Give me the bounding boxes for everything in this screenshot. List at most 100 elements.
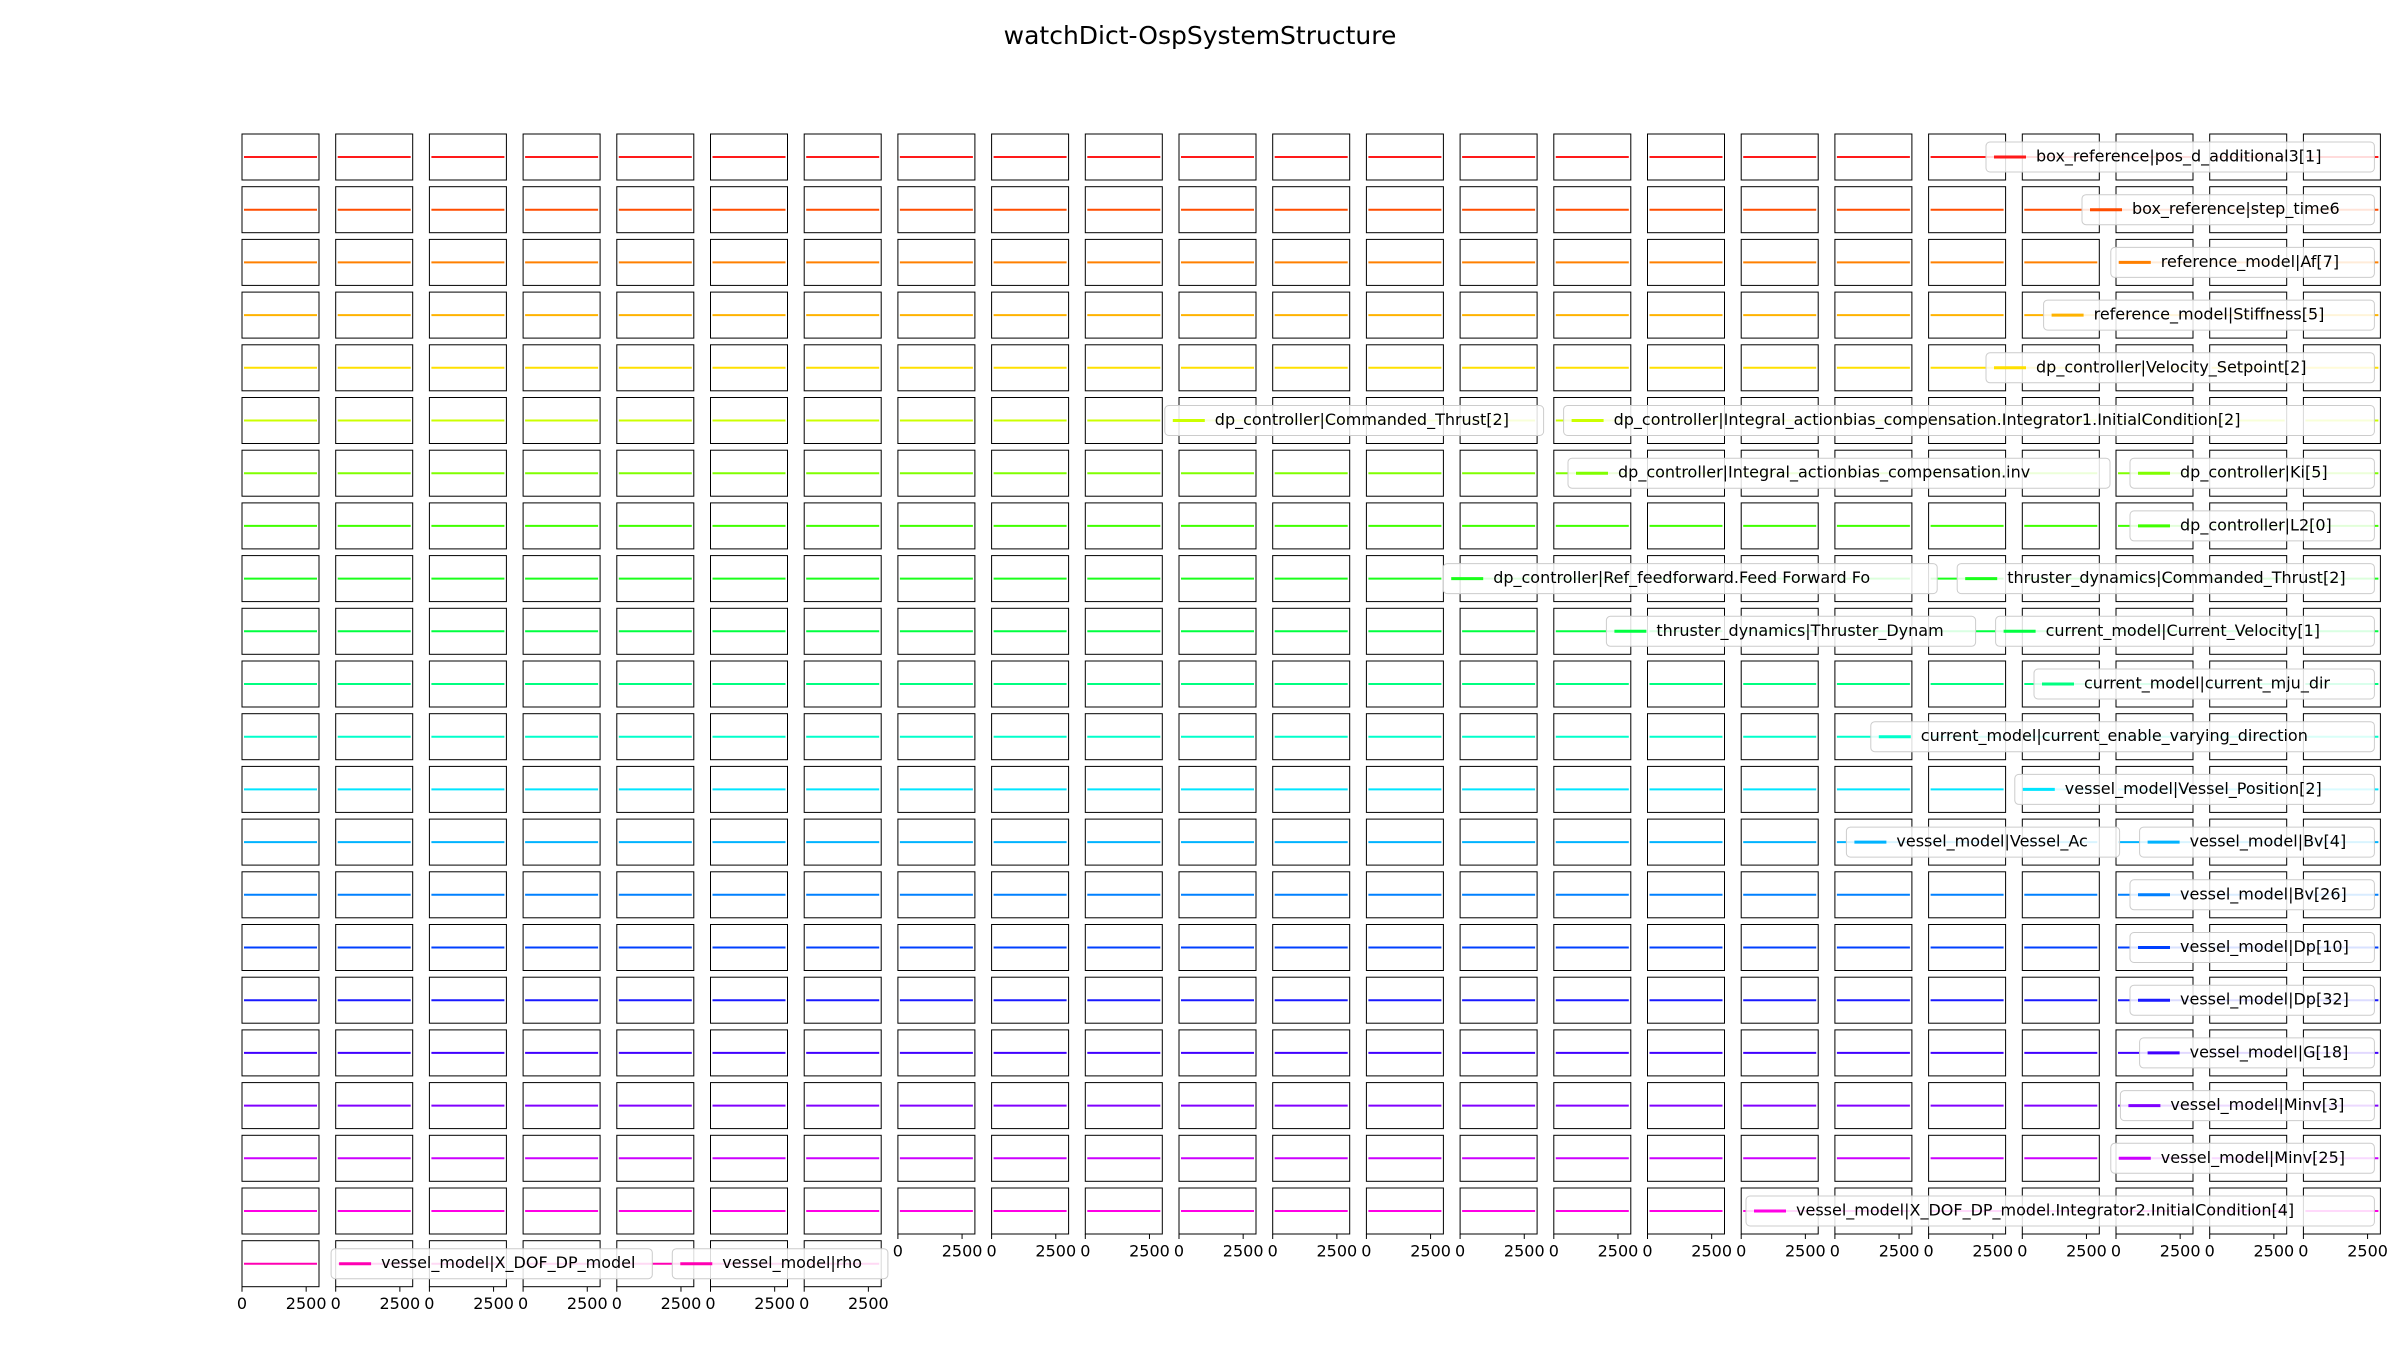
subplot-frame <box>897 555 976 603</box>
subplot-frame <box>616 976 695 1024</box>
legend: vessel_model|Dp[10] <box>2129 932 2375 963</box>
subplot-frame <box>2021 1134 2100 1182</box>
subplot-frame <box>803 713 882 761</box>
subplot-frame <box>616 924 695 971</box>
subplot-frame <box>335 502 414 550</box>
subplot-frame <box>803 924 882 971</box>
subplot-frame <box>991 976 1070 1024</box>
legend-label: dp_controller|L2[0] <box>2180 515 2332 535</box>
subplot-frame <box>1553 133 1632 181</box>
subplot-frame <box>1365 1134 1444 1182</box>
subplot-frame <box>897 186 976 234</box>
legend: box_reference|step_time6 <box>2081 194 2375 226</box>
legend-box <box>1563 405 2375 436</box>
legend-box <box>2119 1090 2375 1122</box>
subplot-frame <box>1740 713 1819 761</box>
subplot-frame <box>335 344 414 392</box>
subplot-frame <box>1365 133 1444 181</box>
subplot-frame <box>991 765 1070 813</box>
subplot-frame <box>428 555 507 603</box>
subplot-frame <box>428 449 507 497</box>
subplot-frame <box>1647 713 1725 761</box>
subplot-frame <box>616 1082 695 1130</box>
subplot-frame <box>241 502 320 550</box>
subplot-frame <box>616 291 695 339</box>
subplot-frame <box>241 1187 320 1235</box>
subplot-frame <box>522 186 601 234</box>
subplot-frame <box>1647 344 1725 392</box>
subplot-frame <box>428 1187 507 1235</box>
subplot-frame <box>1647 1082 1725 1130</box>
subplot-frame <box>1365 818 1444 866</box>
x-tick-label: 0 <box>2205 1242 2215 1261</box>
subplot-frame <box>1459 924 1538 971</box>
subplot-frame <box>616 818 695 866</box>
legend-box <box>1995 615 2375 647</box>
legend: dp_controller|Commanded_Thrust[2] <box>1164 405 1545 436</box>
subplot-frame <box>241 186 320 234</box>
subplot-frame <box>335 765 414 813</box>
subplot-frame <box>1834 133 1913 181</box>
subplot-frame <box>803 607 882 655</box>
subplot-frame <box>1272 502 1351 550</box>
subplot-frame <box>1834 924 1913 971</box>
subplot-frame <box>428 818 507 866</box>
subplot-frame <box>616 660 695 708</box>
subplot-frame <box>428 660 507 708</box>
subplot-frame <box>522 765 601 813</box>
x-tick-label: 2500 <box>1410 1242 1451 1261</box>
subplot-frame <box>1834 344 1913 392</box>
x-tick-label: 2500 <box>1972 1242 2013 1261</box>
subplot-frame <box>1740 660 1819 708</box>
subplot-frame <box>991 186 1070 234</box>
subplot-frame <box>897 291 976 339</box>
subplot-frame <box>1553 1134 1632 1182</box>
subplot-frame <box>1084 502 1163 550</box>
subplot-frame <box>1459 502 1538 550</box>
subplot-frame <box>897 1187 976 1235</box>
subplot-frame <box>1272 1029 1351 1077</box>
subplot-frame <box>1459 1134 1538 1182</box>
legend: vessel_model|Minv[25] <box>2110 1142 2375 1174</box>
subplot-frame <box>710 1082 788 1130</box>
subplot-frame <box>335 607 414 655</box>
subplot-frame <box>1272 238 1351 286</box>
subplot-frame <box>428 502 507 550</box>
subplot-frame <box>1834 660 1913 708</box>
subplot-frame <box>1553 186 1632 234</box>
x-tick-label: 2500 <box>661 1294 702 1313</box>
subplot-frame <box>1834 238 1913 286</box>
subplot-frame <box>241 291 320 339</box>
subplot-frame <box>1178 924 1257 971</box>
x-tick-label: 0 <box>893 1242 903 1261</box>
subplot-frame <box>1459 607 1538 655</box>
subplot-frame <box>522 344 601 392</box>
legend-label: reference_model|Af[7] <box>2161 252 2339 272</box>
subplot-frame <box>1834 765 1913 813</box>
subplot-frame <box>522 1187 601 1235</box>
subplot-frame <box>1178 818 1257 866</box>
subplot-frame <box>1647 1187 1725 1235</box>
subplot-frame <box>1084 238 1163 286</box>
x-tick-label: 2500 <box>1691 1242 1732 1261</box>
subplot-frame <box>897 976 976 1024</box>
subplot-frame <box>1459 1187 1538 1235</box>
subplot-frame <box>1647 660 1725 708</box>
subplot-frame <box>1084 713 1163 761</box>
subplot-frame <box>991 555 1070 603</box>
legend: dp_controller|Integral_actionbias_compen… <box>1567 457 2111 489</box>
legend-box <box>1845 826 2121 858</box>
subplot-frame <box>991 397 1070 444</box>
legend: vessel_model|Minv[3] <box>2119 1090 2375 1122</box>
subplot-frame <box>991 1187 1070 1235</box>
subplot-frame <box>241 1240 320 1288</box>
x-tick-label: 0 <box>1642 1242 1652 1261</box>
subplot-frame <box>991 660 1070 708</box>
subplot-frame <box>1272 818 1351 866</box>
legend-label: thruster_dynamics|Commanded_Thrust[2] <box>2007 568 2345 588</box>
subplot-frame <box>1553 976 1632 1024</box>
subplot-frame <box>1647 291 1725 339</box>
subplot-frame <box>1178 1029 1257 1077</box>
subplot-frame <box>1178 976 1257 1024</box>
